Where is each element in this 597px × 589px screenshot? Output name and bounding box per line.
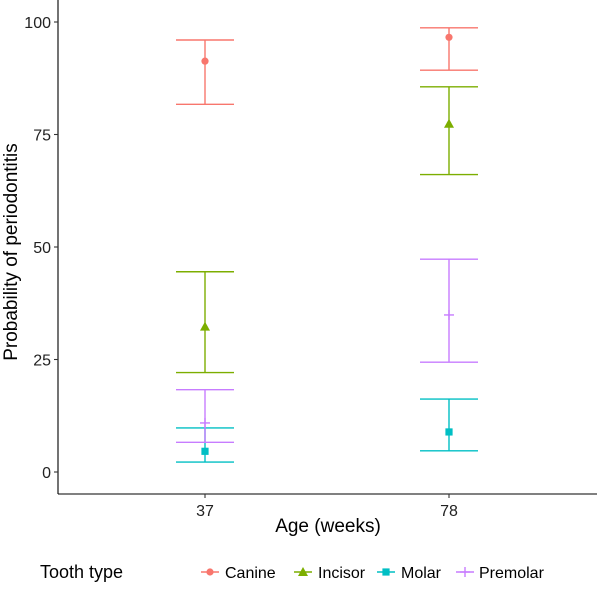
- y-tick-label: 50: [33, 240, 51, 257]
- legend-items: Canine Incisor Molar Premolar: [201, 565, 545, 582]
- legend-label-premolar: Premolar: [479, 565, 545, 582]
- x-tick-label: 37: [196, 503, 214, 520]
- point-incisor: [444, 118, 454, 128]
- x-axis-title: Age (weeks): [275, 516, 381, 537]
- legend-title: Tooth type: [40, 562, 123, 582]
- point-premolar: [200, 417, 210, 428]
- legend-key-marker-molar: [382, 568, 390, 576]
- error-bar-molar: [420, 398, 478, 452]
- point-molar: [201, 447, 209, 455]
- point-canine: [201, 57, 209, 65]
- legend-item-incisor: Incisor: [294, 565, 366, 582]
- legend-item-premolar: Premolar: [456, 565, 545, 582]
- error-bar-premolar: [176, 388, 234, 443]
- legend-key-marker-premolar: [460, 567, 470, 577]
- x-tick-label: 78: [440, 503, 458, 520]
- legend-key-marker-canine: [206, 568, 214, 576]
- legend: Tooth type Canine Incisor Molar Premolar: [40, 562, 545, 582]
- series-incisor: [176, 86, 478, 374]
- plot-area: [176, 27, 478, 463]
- y-axis-title: Probability of periodontitis: [1, 143, 22, 361]
- legend-label-molar: Molar: [401, 565, 442, 582]
- x-axis-ticks: 37 78: [196, 494, 458, 520]
- y-tick-label: 0: [42, 465, 51, 482]
- legend-label-incisor: Incisor: [318, 565, 366, 582]
- point-canine: [445, 33, 453, 41]
- series-premolar: [176, 258, 478, 443]
- point-molar: [445, 428, 453, 436]
- y-tick-label: 75: [33, 128, 51, 145]
- legend-label-canine: Canine: [225, 565, 276, 582]
- y-tick-label: 100: [24, 15, 51, 32]
- error-bar-canine: [176, 39, 234, 106]
- y-axis-ticks: 0 25 50 75 100: [24, 15, 58, 482]
- point-premolar: [444, 309, 454, 320]
- point-incisor: [200, 321, 210, 331]
- series-canine: [176, 27, 478, 106]
- legend-item-molar: Molar: [377, 565, 442, 582]
- legend-key-marker-incisor: [298, 567, 308, 576]
- y-tick-label: 25: [33, 353, 51, 370]
- legend-item-canine: Canine: [201, 565, 276, 582]
- error-bar-incisor: [420, 86, 478, 176]
